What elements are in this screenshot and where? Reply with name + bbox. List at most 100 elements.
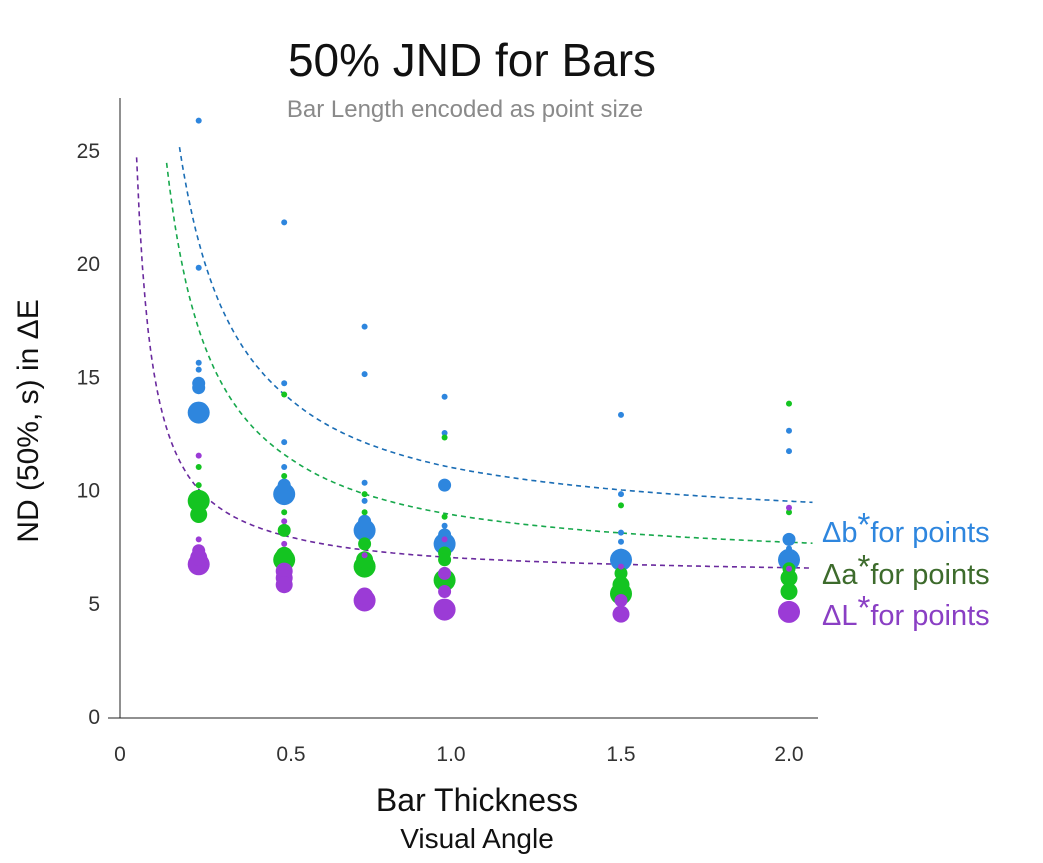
data-point xyxy=(358,514,372,528)
x-tick-label: 1.0 xyxy=(436,743,465,766)
data-point xyxy=(438,585,452,598)
data-point xyxy=(192,381,206,395)
data-point xyxy=(358,537,372,551)
x-axis-label: Bar Thickness xyxy=(376,782,578,818)
series-label: Δa*for points xyxy=(822,548,990,591)
data-point xyxy=(192,489,206,503)
y-tick-label: 5 xyxy=(88,593,100,616)
data-point xyxy=(618,563,624,570)
data-point xyxy=(281,380,288,387)
data-point xyxy=(438,553,452,567)
data-point xyxy=(195,536,202,543)
data-point xyxy=(780,583,798,600)
data-point xyxy=(356,551,374,569)
x-tick-label: 1.5 xyxy=(606,743,635,766)
data-point xyxy=(614,548,628,562)
series-label: ΔL*for points xyxy=(822,589,990,632)
x-tick-label: 0 xyxy=(114,743,126,766)
data-point xyxy=(353,519,376,542)
data-point xyxy=(778,548,800,571)
y-axis-label: ND (50%, s) in ΔE xyxy=(12,299,45,542)
y-tick-label: 25 xyxy=(77,140,100,163)
data-point xyxy=(195,359,202,366)
data-point xyxy=(441,434,448,441)
data-point xyxy=(438,528,452,542)
data-point xyxy=(281,540,288,547)
data-point xyxy=(614,566,628,580)
data-point xyxy=(786,545,792,552)
data-point xyxy=(275,546,293,564)
data-point xyxy=(786,504,792,511)
data-point xyxy=(786,427,792,434)
fit-curve xyxy=(135,157,813,569)
data-point xyxy=(441,522,448,529)
data-point xyxy=(361,491,368,498)
data-point xyxy=(356,587,374,605)
fit-curve xyxy=(178,146,813,504)
data-point xyxy=(195,264,202,271)
data-point xyxy=(361,371,368,378)
data-point xyxy=(281,219,288,226)
data-point xyxy=(275,576,293,594)
data-point xyxy=(361,509,368,516)
data-point xyxy=(614,594,628,607)
data-point xyxy=(433,532,456,555)
data-point xyxy=(786,509,792,516)
series-label: Δb*for points xyxy=(822,506,990,549)
data-points xyxy=(187,117,800,623)
fit-curves xyxy=(135,146,813,569)
data-point xyxy=(618,411,624,418)
data-point xyxy=(433,598,456,621)
data-point xyxy=(361,552,368,559)
data-point xyxy=(782,532,796,546)
data-point xyxy=(441,393,448,400)
data-point xyxy=(281,464,288,470)
y-tick-label: 0 xyxy=(88,706,100,729)
data-point xyxy=(281,439,288,446)
data-point xyxy=(618,502,624,509)
data-point xyxy=(195,452,202,459)
data-point xyxy=(361,323,368,330)
data-point xyxy=(195,482,202,489)
data-point xyxy=(618,529,624,536)
y-tick-label: 15 xyxy=(77,366,100,389)
data-point xyxy=(441,536,448,543)
data-point xyxy=(786,448,792,455)
fit-curve xyxy=(165,162,813,544)
data-point xyxy=(441,430,448,436)
y-tick-label: 20 xyxy=(77,253,100,276)
data-point xyxy=(438,566,452,580)
x-axis-sublabel: Visual Angle xyxy=(400,823,554,854)
data-point xyxy=(281,518,288,525)
y-tick-labels: 0 5 10 15 20 25 xyxy=(77,140,100,729)
data-point xyxy=(612,576,630,594)
data-point xyxy=(273,483,296,506)
x-tick-label: 2.0 xyxy=(774,743,803,766)
data-point xyxy=(361,497,368,504)
data-point xyxy=(195,117,202,124)
data-point xyxy=(612,605,630,623)
data-point xyxy=(277,478,291,492)
chart-title: 50% JND for Bars xyxy=(288,34,656,86)
data-point xyxy=(361,479,368,486)
data-point xyxy=(281,509,288,516)
data-point xyxy=(778,600,800,623)
data-point xyxy=(438,478,452,492)
data-point xyxy=(281,391,288,398)
chart-subtitle: Bar Length encoded as point size xyxy=(287,96,643,123)
x-tick-labels: 0 0.5 1.0 1.5 2.0 xyxy=(114,743,803,766)
data-point xyxy=(786,565,792,572)
data-point xyxy=(195,366,202,373)
data-point xyxy=(195,464,202,470)
data-point xyxy=(190,506,208,523)
data-point xyxy=(192,544,206,558)
x-tick-label: 0.5 xyxy=(276,743,305,766)
data-point xyxy=(281,473,288,479)
data-point xyxy=(786,400,792,407)
data-point xyxy=(618,491,624,498)
y-tick-label: 10 xyxy=(77,480,100,503)
data-point xyxy=(187,401,210,424)
data-point xyxy=(441,513,448,520)
